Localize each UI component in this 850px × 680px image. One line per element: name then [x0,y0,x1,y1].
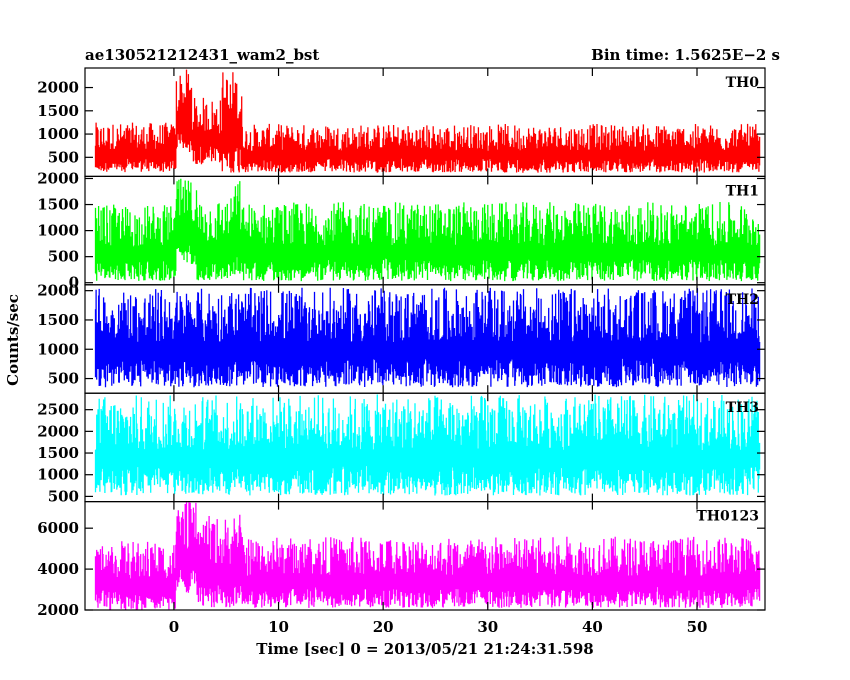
series-th2 [94,287,761,388]
y-tick-label: 4000 [37,560,79,578]
y-tick-label: 2000 [37,282,79,300]
y-tick-label: 6000 [37,519,79,537]
x-tick-label: 30 [477,618,498,636]
y-tick-label: 2500 [37,401,79,419]
panel-frame [84,501,766,611]
panel-label: TH0123 [696,509,759,525]
panel-th2: 500 1000 1500 2000 TH2 [37,282,766,394]
bin-time-label: Bin time: 1.5625E−2 s [591,46,780,64]
y-tick-label: 1000 [37,466,79,484]
x-tick-label: 10 [268,618,289,636]
panel-label: TH3 [726,400,759,416]
y-tick-label: 1000 [37,340,79,358]
y-tick-label: 2000 [37,169,79,187]
x-axis-title: Time [sec] 0 = 2013/05/21 21:24:31.598 [256,640,593,658]
panel-label: TH0 [726,75,760,91]
y-tick-label: 2000 [37,79,79,97]
chart-title: ae130521212431_wam2_bst [85,46,319,64]
y-tick-label: 1500 [37,444,79,462]
y-tick-label: 500 [48,487,79,505]
panel-label: TH1 [726,183,759,199]
y-tick-label: 500 [48,248,79,266]
y-tick-label: 2000 [37,422,79,440]
panels-group: 500 1000 1500 2000 TH0 0 500 1000 1500 2000 TH1 500… [37,67,766,619]
series-th3 [94,394,761,496]
y-axis-title: Counts/sec [4,294,22,386]
panel-th0: 500 1000 1500 2000 TH0 [37,67,766,178]
y-tick-label: 1500 [37,102,79,120]
panel-th1: 0 500 1000 1500 2000 TH1 [37,169,766,292]
panel-th3: 500 1000 1500 2000 2500 TH3 [37,392,766,505]
series-th0123 [94,502,761,610]
y-tick-label: 1500 [37,311,79,329]
x-tick-label: 40 [582,618,603,636]
y-tick-label: 1000 [37,125,79,143]
y-tick-label: 500 [48,370,79,388]
x-tick-label: 0 [169,618,179,636]
x-tick-label: 50 [687,618,708,636]
y-tick-label: 0 [69,274,79,292]
panel-th0123: 2000 4000 6000 TH0123 [37,501,766,619]
x-tick-label: 20 [373,618,394,636]
y-tick-label: 2000 [37,601,79,619]
y-tick-label: 1500 [37,196,79,214]
series-th1 [94,178,761,282]
panel-label: TH2 [726,292,759,308]
y-tick-label: 500 [48,148,79,166]
series-th0 [94,69,761,173]
x-axis: 0 10 20 30 40 50 [169,618,708,636]
y-tick-label: 1000 [37,222,79,240]
